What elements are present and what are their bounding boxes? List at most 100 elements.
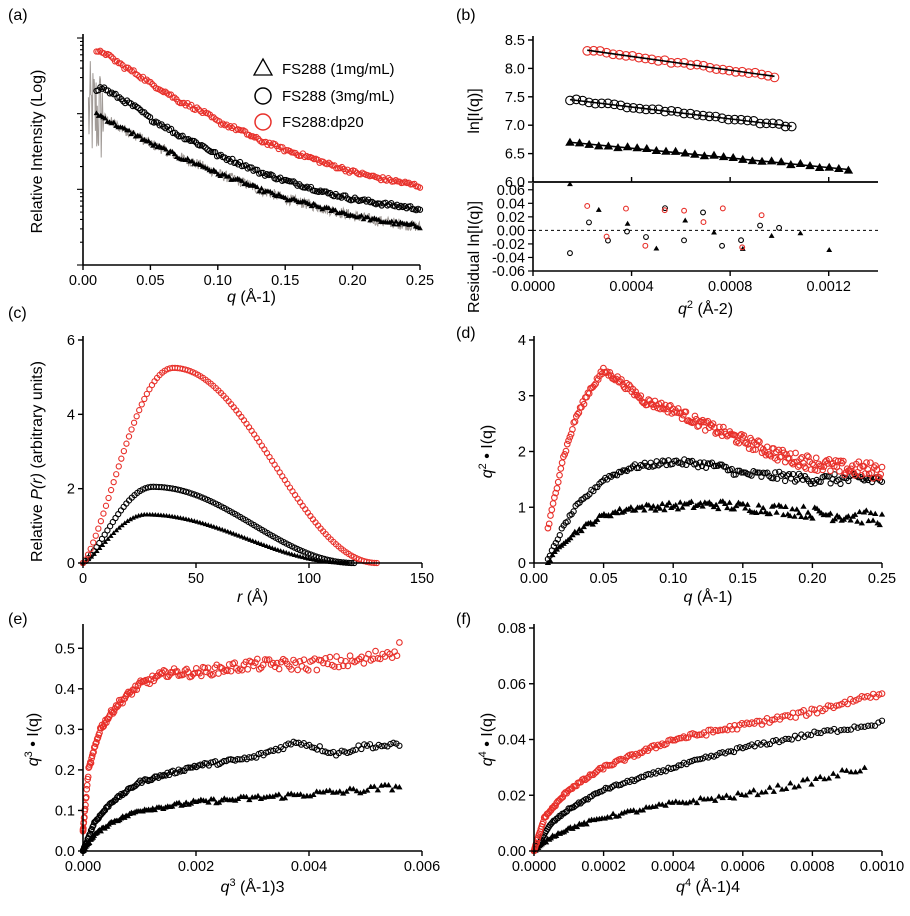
data-point	[308, 556, 314, 562]
data-point	[738, 469, 745, 476]
x-tick-label: 0.000	[65, 859, 101, 875]
residual-point	[797, 230, 804, 236]
data-point	[807, 731, 815, 739]
chart-panel-d: 0.00 0.05 0.10 0.15 0.20 0.25 0 1 2 3 4 (d) q (Å-1) q…	[456, 325, 896, 606]
data-point	[385, 175, 392, 182]
residual-point	[776, 224, 783, 231]
data-point	[110, 708, 118, 716]
data-point	[865, 517, 872, 524]
x-tick-label: 0.20	[338, 273, 366, 289]
data-point	[110, 478, 117, 486]
data-point	[167, 91, 175, 98]
data-point	[750, 787, 757, 793]
data-point	[767, 452, 775, 460]
data-point	[672, 501, 679, 508]
data-point	[133, 413, 140, 420]
data-point	[878, 463, 886, 471]
data-point	[821, 473, 828, 480]
data-point	[93, 110, 100, 116]
data-point	[350, 785, 357, 792]
x-tick-label: 100	[297, 571, 321, 587]
data-point	[802, 514, 809, 520]
data-point	[573, 823, 581, 830]
data-point	[147, 140, 154, 146]
data-point	[627, 504, 635, 510]
x-tick-label: 0.0000	[512, 859, 556, 875]
data-point	[827, 467, 834, 475]
data-point	[173, 769, 180, 776]
data-point	[839, 457, 847, 465]
data-point	[593, 768, 600, 776]
data-point	[343, 788, 350, 794]
data-point	[355, 742, 362, 749]
data-point	[227, 667, 235, 675]
data-point	[734, 790, 742, 796]
data-point	[679, 504, 686, 510]
data-point	[699, 503, 706, 509]
data-point	[691, 412, 699, 420]
residual-point	[768, 232, 775, 238]
data-point	[808, 705, 816, 713]
data-point	[105, 536, 111, 541]
data-point	[269, 659, 277, 667]
x-tick-label: 150	[410, 571, 434, 587]
data-point	[675, 734, 683, 742]
x-tick-label: 0.0008	[708, 279, 752, 295]
data-point	[638, 503, 646, 509]
data-point	[141, 395, 148, 403]
data-point	[804, 731, 811, 738]
data-point	[656, 505, 664, 511]
x-tick-label: 0.0000	[511, 279, 555, 295]
data-point	[90, 822, 97, 829]
data-point	[247, 537, 253, 542]
data-point	[393, 652, 401, 660]
residual-point	[643, 234, 649, 240]
data-point	[804, 509, 812, 515]
data-point	[253, 133, 260, 141]
data-point	[288, 790, 295, 796]
data-point	[776, 738, 783, 746]
data-point	[392, 783, 399, 789]
data-point	[389, 787, 396, 793]
data-point	[831, 471, 838, 478]
data-point	[795, 783, 802, 789]
data-point	[715, 793, 723, 799]
data-point	[871, 722, 879, 729]
data-point	[93, 738, 100, 746]
data-point	[861, 764, 868, 770]
data-point	[387, 740, 394, 748]
data-point	[300, 656, 308, 664]
data-point	[831, 516, 839, 522]
data-point	[811, 728, 818, 735]
data-point	[365, 214, 371, 220]
data-point	[205, 799, 212, 805]
data-point	[789, 505, 796, 512]
data-point	[755, 502, 762, 508]
data-point	[90, 539, 97, 546]
data-point	[663, 502, 670, 508]
data-point	[101, 531, 108, 538]
data-point	[290, 178, 297, 185]
data-point	[177, 487, 184, 494]
data-point	[132, 782, 139, 789]
data-point	[851, 511, 859, 517]
data-point	[253, 434, 260, 442]
data-point	[845, 477, 852, 485]
data-point	[87, 759, 95, 767]
data-point	[124, 64, 132, 71]
data-point	[169, 669, 176, 676]
series-0	[93, 110, 423, 231]
data-point	[875, 719, 882, 726]
data-point	[808, 781, 815, 787]
data-point	[351, 194, 359, 201]
data-point	[795, 735, 802, 742]
data-point	[333, 653, 340, 660]
y-tick-label: 0.2	[55, 763, 75, 779]
data-point	[305, 555, 312, 561]
data-point	[276, 191, 282, 197]
data-point	[332, 207, 339, 213]
data-point	[606, 368, 614, 376]
data-point	[231, 159, 238, 166]
data-point	[854, 518, 861, 524]
data-point	[549, 500, 557, 507]
